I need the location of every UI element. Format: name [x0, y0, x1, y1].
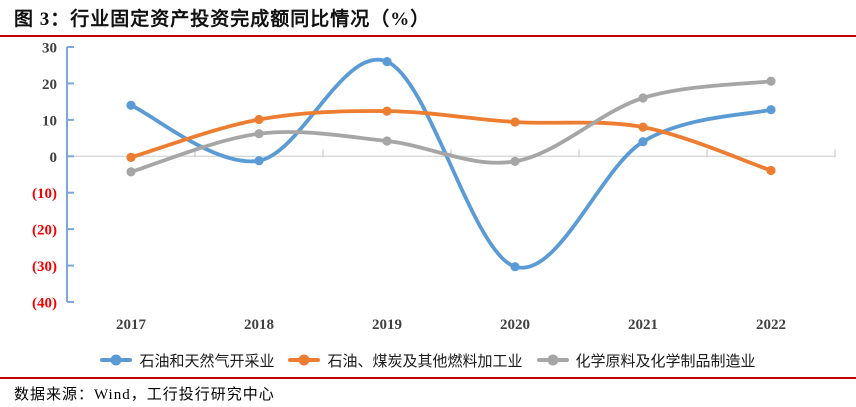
series-line-3 — [129, 79, 773, 174]
legend-label: 石油、煤炭及其他燃料加工业 — [327, 353, 523, 370]
y-axis-label: 10 — [42, 113, 57, 129]
data-point — [510, 262, 520, 272]
data-point — [254, 114, 264, 125]
footer-divider-line — [0, 377, 856, 379]
chart-area: 30 20 10 0 (10) (20) (30) (40) 2017 2018 2019 2020 2… — [0, 40, 856, 345]
data-point — [766, 165, 776, 176]
legend: 石油和天然气开采业 石油、煤炭及其他燃料加工业 化学原料及化学制品制造业 — [0, 349, 856, 371]
data-point — [510, 156, 520, 166]
legend-item-oil-gas-extraction: 石油和天然气开采业 — [100, 350, 274, 371]
line-chart: 30 20 10 0 (10) (20) (30) (40) 2017 2018 2019 2020 2… — [32, 41, 836, 333]
legend-dot-icon — [298, 354, 310, 366]
legend-line-marker-icon — [536, 354, 569, 366]
legend-dot-icon — [547, 354, 558, 366]
data-point — [638, 122, 648, 132]
y-axis-label: (40) — [32, 296, 57, 312]
x-axis-label: 2019 — [372, 317, 402, 333]
y-axis-label: 30 — [42, 41, 57, 57]
y-axis-label: (10) — [32, 186, 57, 202]
y-axis-label: (30) — [32, 259, 57, 275]
data-point — [510, 117, 520, 127]
x-axis-label: 2021 — [628, 317, 658, 333]
x-axis-label: 2020 — [500, 317, 530, 333]
legend-item-chemical-manufacturing: 化学原料及化学制品制造业 — [536, 350, 756, 371]
data-point — [382, 136, 392, 146]
data-point — [638, 137, 648, 147]
legend-line-marker-icon — [288, 354, 321, 366]
x-axis-label: 2017 — [116, 317, 147, 333]
data-source-note: 数据来源：Wind，工行投行研究中心 — [14, 387, 275, 403]
data-point — [766, 105, 776, 115]
legend-label: 化学原料及化学制品制造业 — [575, 353, 756, 370]
y-axis-label: (20) — [32, 223, 57, 239]
data-point — [126, 152, 136, 162]
legend-label: 石油和天然气开采业 — [139, 353, 275, 370]
data-point — [382, 106, 392, 116]
data-point — [126, 100, 136, 110]
x-axis-label: 2018 — [244, 317, 274, 333]
figure-title: 图 3：行业固定资产投资完成额同比情况（%） — [14, 9, 431, 30]
data-point — [766, 76, 776, 86]
legend-dot-icon — [110, 354, 122, 366]
title-divider-line — [0, 35, 856, 37]
data-point — [254, 129, 264, 139]
legend-item-fuel-processing: 石油、煤炭及其他燃料加工业 — [288, 350, 523, 371]
y-axis-label: 0 — [50, 150, 58, 166]
data-point — [638, 93, 648, 103]
legend-line-marker-icon — [100, 354, 133, 366]
data-point — [126, 167, 136, 177]
x-axis-label: 2022 — [756, 317, 786, 333]
data-point — [254, 156, 264, 166]
series-line-2 — [129, 109, 773, 173]
data-point — [382, 57, 392, 67]
y-axis-label: 20 — [42, 77, 57, 93]
